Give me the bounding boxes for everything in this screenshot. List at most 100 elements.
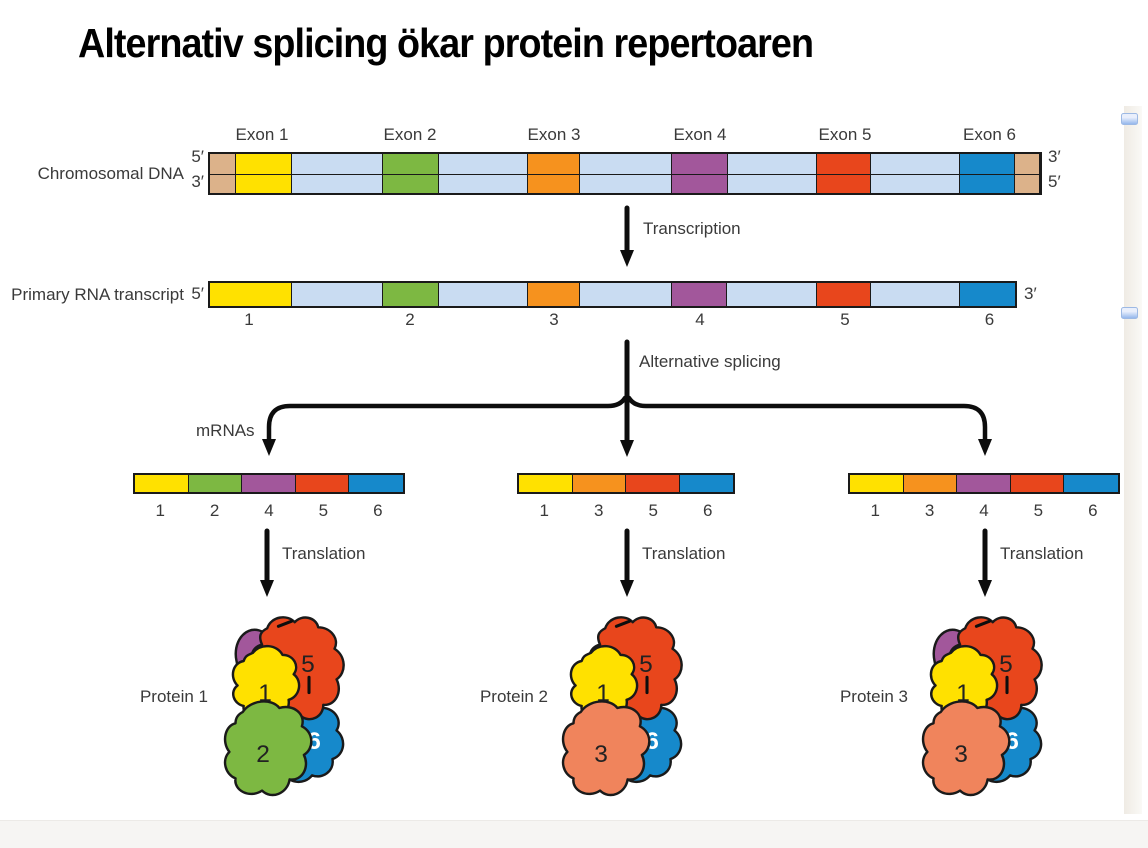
translation-label-1: Translation <box>282 544 366 563</box>
rna-exon-3-number: 3 <box>549 310 559 329</box>
rna-exon-1-number: 1 <box>244 310 254 329</box>
rna-exon-6-segment <box>960 283 1015 306</box>
mrna-2-exon-6-segment <box>679 475 733 492</box>
chromosomal-dna-label: Chromosomal DNA <box>37 164 184 183</box>
mrna-1-exon-5-segment <box>295 475 350 492</box>
dna-exon-4-segment <box>671 154 728 193</box>
rna-exon-4-number: 4 <box>695 310 705 329</box>
rna-exon-5-number: 5 <box>840 310 850 329</box>
dna-end-cap <box>210 154 236 193</box>
rna-exon-2-number: 2 <box>405 310 415 329</box>
protein-1-label: Protein 1 <box>139 687 208 706</box>
dna-right-top-end: 3′ <box>1048 147 1061 166</box>
protein-2-domain-1-number: 1 <box>596 680 610 707</box>
rna-intron-segment <box>727 283 817 306</box>
protein-3-domain-5-number: 5 <box>999 651 1013 678</box>
rna-intron-segment <box>580 283 672 306</box>
rna-exon-2-segment <box>383 283 439 306</box>
scrollbar-marker-bottom[interactable] <box>1121 307 1138 319</box>
rna-exon-3-segment <box>528 283 581 306</box>
rna-exon-5-segment <box>816 283 871 306</box>
mrna-1-exon-4-number: 4 <box>264 501 274 520</box>
dna-exon-5-segment <box>817 154 871 193</box>
dna-intron-segment <box>438 154 529 193</box>
exon-3-label: Exon 3 <box>527 125 581 144</box>
exon-1-label: Exon 1 <box>235 125 289 144</box>
mrna-bar-1 <box>133 473 405 494</box>
rna-intron-segment <box>291 283 384 306</box>
mrna-1-exon-1-number: 1 <box>155 501 165 520</box>
mrna-2-exon-6-number: 6 <box>703 501 713 520</box>
protein-domain-5-mark <box>614 619 632 628</box>
dna-left-top-end: 5′ <box>191 147 204 166</box>
protein-3-figure: 46513 <box>921 616 1043 797</box>
mrna-3-exon-1-number: 1 <box>870 501 880 520</box>
exon-2-label: Exon 2 <box>383 125 437 144</box>
mrna-3-exon-6-number: 6 <box>1088 501 1098 520</box>
protein-1-domain-1-number: 1 <box>258 680 272 707</box>
transcription-label: Transcription <box>643 219 741 238</box>
dna-left-bottom-end: 3′ <box>191 172 204 191</box>
mrna-2-exon-1-number: 1 <box>539 501 549 520</box>
mrna-1-exon-2-number: 2 <box>209 501 220 520</box>
protein-3-domain-1-number: 1 <box>956 680 970 707</box>
dna-right-bottom-end: 5′ <box>1048 172 1061 191</box>
mrna-2-exon-1-segment <box>519 475 573 492</box>
mrna-2-exon-5-segment <box>626 475 680 492</box>
chromosomal-dna-bar <box>208 152 1042 195</box>
protein-2-label: Protein 2 <box>479 687 548 706</box>
mrna-1-exon-6-number: 6 <box>373 501 383 520</box>
dna-intron-segment <box>580 154 672 193</box>
rna-right-end: 3′ <box>1024 284 1037 303</box>
mrna-bar-3 <box>848 473 1120 494</box>
protein-2-domain-3-number: 3 <box>594 741 608 768</box>
protein-1-domain-5-number: 5 <box>301 651 315 678</box>
rna-intron-segment <box>870 283 961 306</box>
protein-2-domain-3-blob <box>561 700 651 797</box>
dna-end-cap <box>1015 154 1040 193</box>
mrna-2-exon-3-segment <box>572 475 626 492</box>
scrollbar-marker-top[interactable] <box>1121 113 1138 125</box>
mrna-3-exon-6-segment <box>1064 475 1119 492</box>
exon-4-label: Exon 4 <box>673 125 727 144</box>
mrna-1-exon-4-segment <box>242 475 296 492</box>
mrna-3-exon-1-segment <box>850 475 904 492</box>
mrna-1-exon-5-number: 5 <box>318 501 329 520</box>
exon-6-label: Exon 6 <box>963 125 1016 144</box>
protein-domain-5-mark <box>276 619 294 628</box>
dna-exon-6-segment <box>960 154 1016 193</box>
mrna-1-exon-2-segment <box>188 475 243 492</box>
rna-left-end: 5′ <box>191 284 204 303</box>
mrna-bar-2 <box>517 473 735 494</box>
protein-1-domain-2-number: 2 <box>256 741 270 768</box>
rna-exon-4-segment <box>671 283 728 306</box>
rna-exon-1-segment <box>210 283 292 306</box>
primary-rna-bar <box>208 281 1017 308</box>
protein-domain-5-mark <box>974 619 992 628</box>
mrna-1-exon-1-segment <box>135 475 189 492</box>
exon-5-label: Exon 5 <box>818 125 872 144</box>
mrna-3-exon-3-segment <box>903 475 958 492</box>
dna-exon-3-segment <box>528 154 581 193</box>
primary-rna-label: Primary RNA transcript <box>11 285 184 304</box>
right-edge-strip <box>1124 106 1142 814</box>
dna-intron-segment <box>870 154 961 193</box>
dna-intron-segment <box>291 154 384 193</box>
mrna-3-exon-3-number: 3 <box>924 501 935 520</box>
mrna-2-exon-5-number: 5 <box>648 501 658 520</box>
mrnas-label: mRNAs <box>196 421 255 440</box>
mrna-2-exon-3-number: 3 <box>594 501 604 520</box>
mrna-3-exon-5-number: 5 <box>1033 501 1044 520</box>
protein-1-domain-2-blob <box>223 700 313 797</box>
mrna-1-exon-6-segment <box>349 475 404 492</box>
dna-intron-segment <box>727 154 818 193</box>
protein-3-label: Protein 3 <box>839 687 908 706</box>
protein-3-domain-3-number: 3 <box>954 741 968 768</box>
protein-3-domain-3-blob <box>921 700 1011 797</box>
dna-exon-1-segment <box>235 154 292 193</box>
mrna-3-exon-5-segment <box>1010 475 1065 492</box>
mrna-3-exon-4-segment <box>957 475 1011 492</box>
bottom-edge-strip <box>0 820 1148 848</box>
